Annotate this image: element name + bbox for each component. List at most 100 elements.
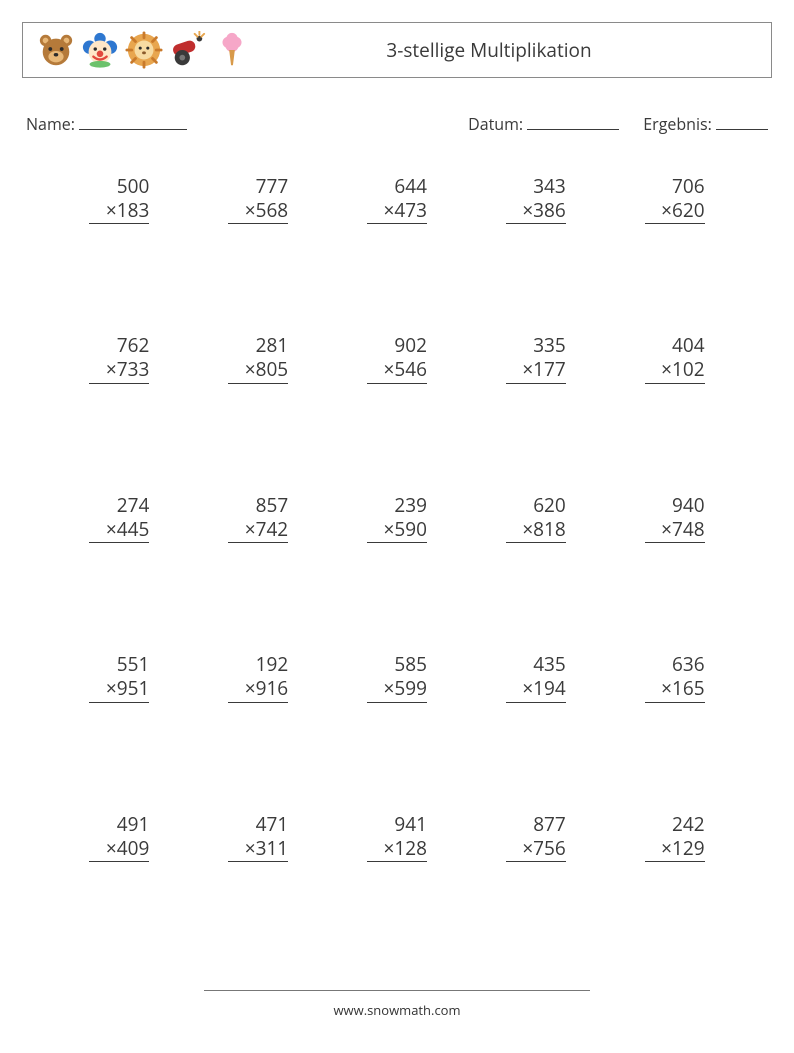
multiplicand: 281 [228, 334, 288, 358]
problem-box: 335×177 [506, 334, 566, 384]
problem-cell: 706×620 [605, 175, 744, 225]
problem-cell: 435×194 [466, 653, 605, 703]
multiplier: ×129 [645, 837, 705, 863]
problem-box: 902×546 [367, 334, 427, 384]
cotton-candy-icon [213, 31, 251, 69]
problem-cell: 762×733 [50, 334, 189, 384]
problem-box: 940×748 [645, 494, 705, 544]
problem-cell: 281×805 [189, 334, 328, 384]
multiplier: ×733 [89, 358, 149, 384]
multiplicand: 491 [89, 813, 149, 837]
problem-box: 343×386 [506, 175, 566, 225]
multiplicand: 706 [645, 175, 705, 199]
multiplier: ×756 [506, 837, 566, 863]
multiplicand: 857 [228, 494, 288, 518]
multiplicand: 877 [506, 813, 566, 837]
header-bar: 3-stellige Multiplikation [22, 22, 772, 78]
problem-box: 762×733 [89, 334, 149, 384]
multiplier: ×748 [645, 518, 705, 544]
problem-box: 274×445 [89, 494, 149, 544]
problem-box: 636×165 [645, 653, 705, 703]
multiplicand: 636 [645, 653, 705, 677]
problem-cell: 335×177 [466, 334, 605, 384]
multiplier: ×590 [367, 518, 427, 544]
name-blank[interactable] [79, 112, 187, 130]
multiplier: ×620 [645, 199, 705, 225]
multiplier: ×183 [89, 199, 149, 225]
result-blank[interactable] [716, 112, 768, 130]
problem-cell: 902×546 [328, 334, 467, 384]
problem-cell: 585×599 [328, 653, 467, 703]
multiplier: ×409 [89, 837, 149, 863]
multiplier: ×805 [228, 358, 288, 384]
multiplicand: 620 [506, 494, 566, 518]
problem-box: 192×916 [228, 653, 288, 703]
problem-box: 435×194 [506, 653, 566, 703]
multiplicand: 644 [367, 175, 427, 199]
multiplicand: 551 [89, 653, 149, 677]
multiplicand: 902 [367, 334, 427, 358]
multiplicand: 274 [89, 494, 149, 518]
multiplicand: 500 [89, 175, 149, 199]
problem-box: 585×599 [367, 653, 427, 703]
multiplicand: 585 [367, 653, 427, 677]
multiplicand: 471 [228, 813, 288, 837]
multiplier: ×311 [228, 837, 288, 863]
worksheet-title: 3-stellige Multiplikation [251, 37, 757, 63]
problem-box: 491×409 [89, 813, 149, 863]
problem-cell: 192×916 [189, 653, 328, 703]
bear-icon [37, 31, 75, 69]
problem-cell: 777×568 [189, 175, 328, 225]
multiplier: ×568 [228, 199, 288, 225]
multiplicand: 404 [645, 334, 705, 358]
problem-cell: 274×445 [50, 494, 189, 544]
multiplier: ×473 [367, 199, 427, 225]
cannon-icon [169, 31, 207, 69]
problem-box: 471×311 [228, 813, 288, 863]
multiplier: ×386 [506, 199, 566, 225]
clown-icon [81, 31, 119, 69]
problem-box: 281×805 [228, 334, 288, 384]
multiplicand: 762 [89, 334, 149, 358]
problem-box: 706×620 [645, 175, 705, 225]
multiplier: ×177 [506, 358, 566, 384]
multiplicand: 242 [645, 813, 705, 837]
multiplier: ×546 [367, 358, 427, 384]
problem-box: 551×951 [89, 653, 149, 703]
problem-cell: 877×756 [466, 813, 605, 863]
multiplier: ×102 [645, 358, 705, 384]
meta-row: Name: Datum: Ergebnis: [22, 112, 772, 135]
problem-cell: 620×818 [466, 494, 605, 544]
problem-cell: 941×128 [328, 813, 467, 863]
problem-cell: 404×102 [605, 334, 744, 384]
problem-box: 877×756 [506, 813, 566, 863]
problem-box: 239×590 [367, 494, 427, 544]
problem-box: 857×742 [228, 494, 288, 544]
footer-text: www.snowmath.com [0, 1001, 794, 1019]
multiplicand: 239 [367, 494, 427, 518]
problems-grid: 500×183777×568644×473343×386706×620762×7… [22, 175, 772, 863]
lion-icon [125, 31, 163, 69]
problem-cell: 491×409 [50, 813, 189, 863]
problem-cell: 500×183 [50, 175, 189, 225]
date-label: Datum: [468, 113, 523, 135]
problem-box: 500×183 [89, 175, 149, 225]
multiplicand: 941 [367, 813, 427, 837]
problem-cell: 644×473 [328, 175, 467, 225]
multiplier: ×742 [228, 518, 288, 544]
multiplicand: 343 [506, 175, 566, 199]
multiplier: ×165 [645, 677, 705, 703]
multiplier: ×599 [367, 677, 427, 703]
multiplier: ×818 [506, 518, 566, 544]
multiplier: ×194 [506, 677, 566, 703]
problem-box: 242×129 [645, 813, 705, 863]
multiplier: ×951 [89, 677, 149, 703]
problem-box: 777×568 [228, 175, 288, 225]
multiplicand: 192 [228, 653, 288, 677]
date-blank[interactable] [527, 112, 619, 130]
multiplier: ×916 [228, 677, 288, 703]
problem-box: 941×128 [367, 813, 427, 863]
problem-cell: 239×590 [328, 494, 467, 544]
problem-box: 644×473 [367, 175, 427, 225]
multiplier: ×128 [367, 837, 427, 863]
